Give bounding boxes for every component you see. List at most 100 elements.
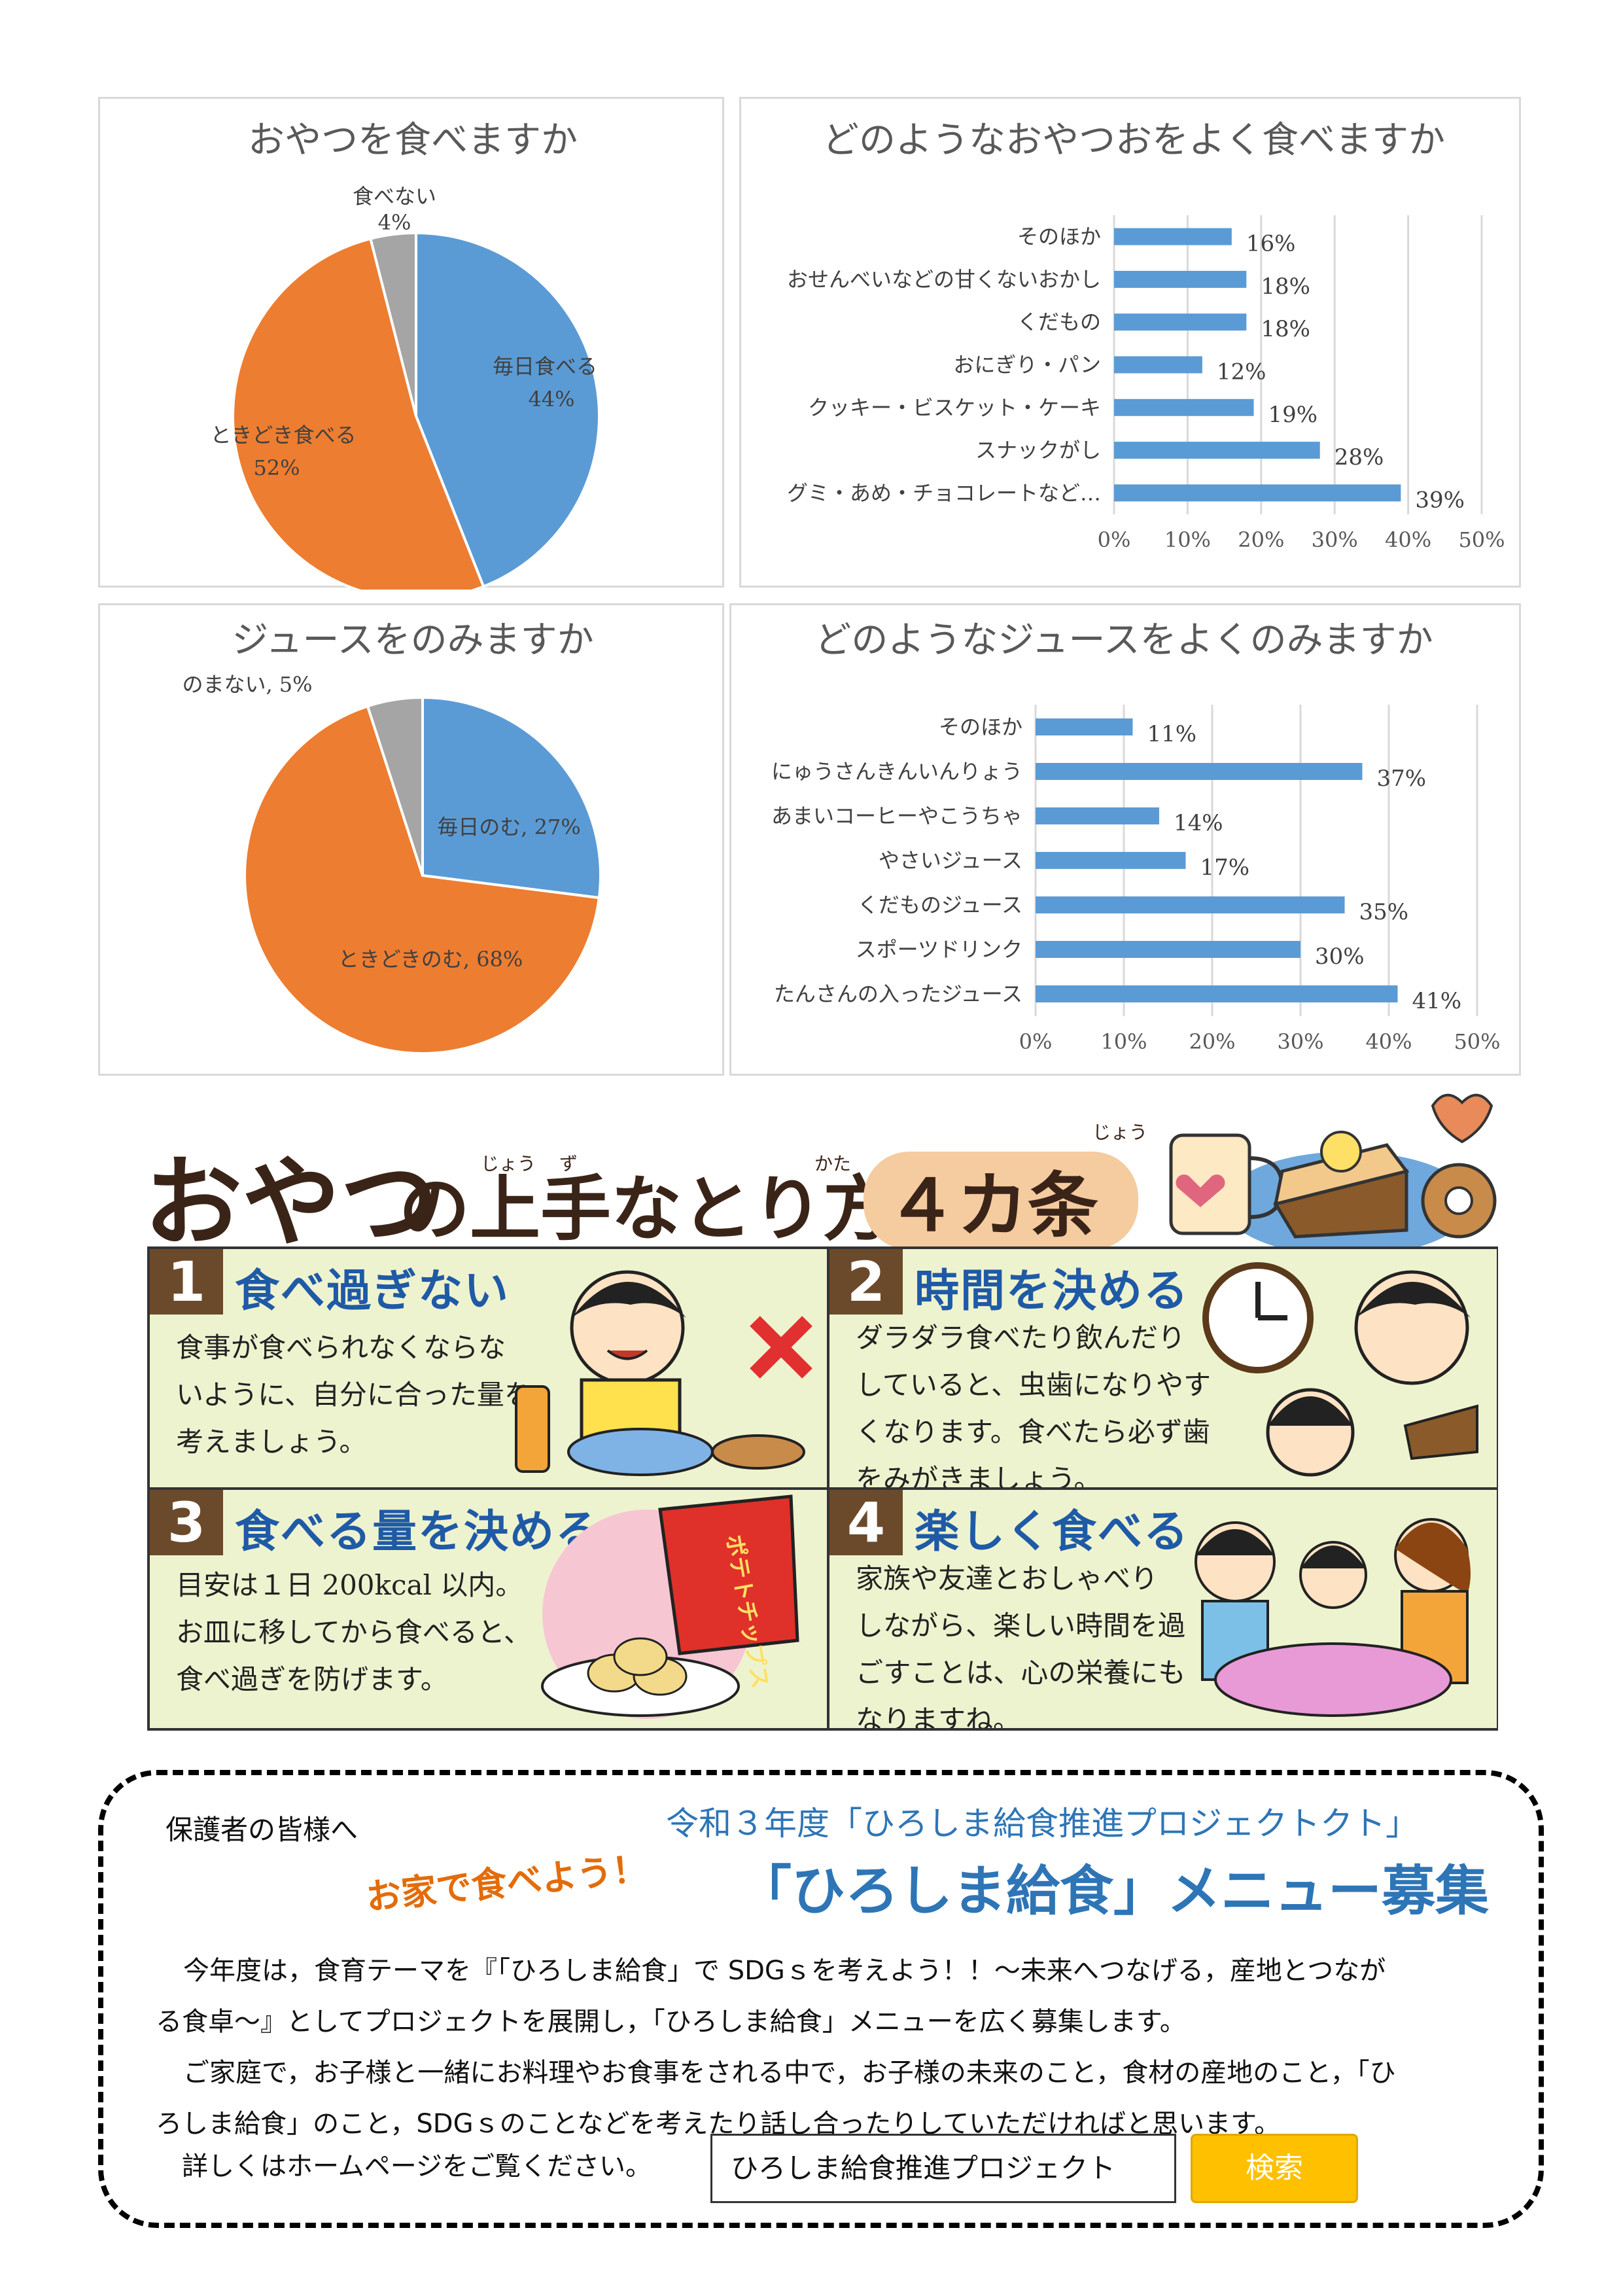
category-label: スポーツドリンク xyxy=(856,937,1022,962)
pie-slice-1 xyxy=(232,237,485,590)
tip-line: いように、自分に合った量を xyxy=(176,1379,532,1411)
banner-joutenatorikata: の上手なとり方 xyxy=(399,1169,894,1250)
chart-title: どのようなジュースをよくのみますか xyxy=(814,619,1433,662)
slice-value-daily: 44% xyxy=(528,387,574,412)
juice-frequency-pie: ジュースをのみますか のまない, 5% 毎日のむ, 27% ときどきのむ, 68… xyxy=(182,619,602,1055)
tip-line: していると、虫歯になりやす xyxy=(856,1369,1212,1401)
juice-type-bars: どのようなジュースをよくのみますか 0% 10% 20% 30% 40% 50% そのほか 1… xyxy=(771,619,1501,1054)
bar xyxy=(1036,985,1398,1002)
bar xyxy=(1114,228,1232,245)
notice-project-name: 令和３年度「ひろしま給食推進プロジェクトクト」 xyxy=(666,1805,1418,1843)
bar xyxy=(1114,270,1247,288)
category-label: スナックがし xyxy=(975,438,1101,463)
bar xyxy=(1036,763,1363,780)
clock-illustration xyxy=(1202,1262,1478,1477)
tip-title: 食べる量を決める xyxy=(235,1506,602,1558)
slice-label-never: のまない, 5% xyxy=(182,672,312,697)
tick-label: 30% xyxy=(1312,527,1358,552)
snack-type-bars: どのようなおやつおをよく食べますか 0% 10% 20% 30% 40% 50% そのほか 1… xyxy=(787,119,1505,552)
snack-type-chart: どのようなおやつおをよく食べますか 0% 10% 20% 30% 40% 50% そのほか 1… xyxy=(739,97,1521,588)
data-label: 30% xyxy=(1315,944,1365,970)
data-label: 39% xyxy=(1415,487,1465,513)
ruby-kata: かた xyxy=(814,1153,851,1174)
tick-label: 0% xyxy=(1098,527,1131,552)
family-illustration xyxy=(1195,1518,1471,1717)
tick-label: 20% xyxy=(1189,1029,1235,1054)
snack-frequency-chart: おやつを食べますか 食べない 4% 毎日食べる 44% ときどき食べる 52% xyxy=(98,97,724,590)
tip-line: をみがきましょう。 xyxy=(856,1463,1102,1487)
data-label: 35% xyxy=(1359,899,1409,925)
pie-slice-0 xyxy=(415,231,601,588)
tip-text: ダラダラ食べたり飲んだり していると、虫歯になりやす くなります。食べたら必ず歯… xyxy=(856,1315,1211,1487)
tick-label: 20% xyxy=(1238,527,1284,552)
search-button[interactable]: 検索 xyxy=(1191,2134,1358,2203)
tick-label: 10% xyxy=(1100,1029,1147,1054)
bar xyxy=(1114,356,1202,374)
notice-slogan: お家で食べよう！ xyxy=(364,1847,650,1918)
bar xyxy=(1036,896,1345,913)
tip-text: 食事が食べられなくならな いように、自分に合った量を 考えましょう。 xyxy=(176,1324,532,1466)
menu-recruitment-notice: 保護者の皆様へ 令和３年度「ひろしま給食推進プロジェクトクト」 お家で食べよう！… xyxy=(98,1770,1544,2228)
data-label: 12% xyxy=(1217,359,1266,385)
pie-slice-2 xyxy=(368,231,417,417)
chart-title: おやつを食べますか xyxy=(248,119,578,162)
tip-text: 目安は１日 200kcal 以内。 お皿に移してから食べると、 食べ過ぎを防げま… xyxy=(176,1562,531,1703)
tick-label: 50% xyxy=(1458,527,1505,552)
tip-line: なりますね。 xyxy=(856,1704,1021,1728)
search-input[interactable]: ひろしま給食推進プロジェクト xyxy=(710,2134,1176,2203)
category-label: そのほか xyxy=(1017,224,1101,249)
tip-title: 時間を決める xyxy=(915,1265,1190,1317)
tick-label: 30% xyxy=(1277,1029,1323,1054)
bar xyxy=(1036,718,1133,735)
ruby-jou2: じょう xyxy=(1092,1122,1147,1143)
tick-label: 40% xyxy=(1385,527,1431,552)
tip-2: 2 時間を決める ダラダラ食べたり飲んだり していると、虫歯になりやす くなりま… xyxy=(829,1249,1497,1487)
category-label: たんさんの入ったジュース xyxy=(774,981,1022,1006)
bar xyxy=(1114,398,1254,416)
bar xyxy=(1036,807,1159,824)
data-label: 11% xyxy=(1147,721,1197,747)
tip-line: ダラダラ食べたり飲んだり xyxy=(856,1322,1186,1354)
tip-line: 目安は１日 200kcal 以内。 xyxy=(176,1569,523,1601)
bar xyxy=(1036,941,1300,958)
pie-slice-0 xyxy=(421,696,602,900)
notice-recipient: 保護者の皆様へ xyxy=(166,1814,358,1846)
snack-illustration xyxy=(1169,1093,1497,1256)
tip-line: ごすことは、心の栄養にも xyxy=(856,1657,1186,1689)
notice-heading: 「ひろしま給食」メニュー募集 xyxy=(738,1860,1490,1922)
banner-oyatsu: おやつ xyxy=(144,1146,438,1260)
snack-rules-banner: じょう ず かた じょう おやつ の上手なとり方 ４カ条 xyxy=(144,1093,1497,1260)
juice-frequency-chart: ジュースをのみますか のまない, 5% 毎日のむ, 27% ときどきのむ, 68… xyxy=(98,603,724,1076)
tip-title: 食べ過ぎない xyxy=(235,1265,510,1317)
tip-number: 2 xyxy=(829,1249,903,1315)
tip-number: 4 xyxy=(829,1490,903,1555)
snack-rules-grid: 1 食べ過ぎない 食事が食べられなくならな いように、自分に合った量を 考えまし… xyxy=(147,1246,1498,1731)
category-label: くだものジュース xyxy=(858,892,1022,917)
category-label: やさいジュース xyxy=(879,848,1022,873)
tip-line: 食事が食べられなくならな xyxy=(176,1332,506,1364)
chips-illustration: ポテトチップス xyxy=(541,1494,799,1719)
category-label: そのほか xyxy=(939,715,1022,739)
ruby-zu: ず xyxy=(559,1153,578,1174)
data-label: 17% xyxy=(1200,855,1250,881)
tip-text: 家族や友達とおしゃべり しながら、楽しい時間を過 ごすことは、心の栄養にも なり… xyxy=(856,1555,1185,1728)
tip-line: 食べ過ぎを防げます。 xyxy=(176,1663,448,1695)
tip-1: 1 食べ過ぎない 食事が食べられなくならな いように、自分に合った量を 考えまし… xyxy=(150,1249,827,1487)
category-label: あまいコーヒーやこうちゃ xyxy=(771,804,1022,828)
tip-title: 楽しく食べる xyxy=(915,1506,1190,1558)
tip-line: 考えましょう。 xyxy=(176,1426,367,1458)
tip-line: くなります。食べたら必ず歯 xyxy=(856,1416,1210,1448)
chart-title: どのようなおやつおをよく食べますか xyxy=(822,119,1445,162)
slice-label-sometimes: ときどきのむ, 68% xyxy=(338,947,523,972)
bar xyxy=(1114,442,1320,459)
data-label: 18% xyxy=(1261,274,1310,300)
pie-slice-2 xyxy=(366,696,424,876)
tip-number: 3 xyxy=(150,1490,223,1555)
data-label: 19% xyxy=(1268,402,1318,428)
ruby-jou: じょう xyxy=(481,1153,536,1174)
category-label: おせんべいなどの甘くないおかし xyxy=(787,267,1101,292)
slice-label-sometimes: ときどき食べる xyxy=(210,423,356,448)
tip-4: 4 楽しく食べる 家族や友達とおしゃべり しながら、楽しい時間を過 ごすことは、… xyxy=(829,1490,1497,1728)
category-label: にゅうさんきんいんりょう xyxy=(771,759,1022,784)
category-label: くだもの xyxy=(1017,309,1101,334)
